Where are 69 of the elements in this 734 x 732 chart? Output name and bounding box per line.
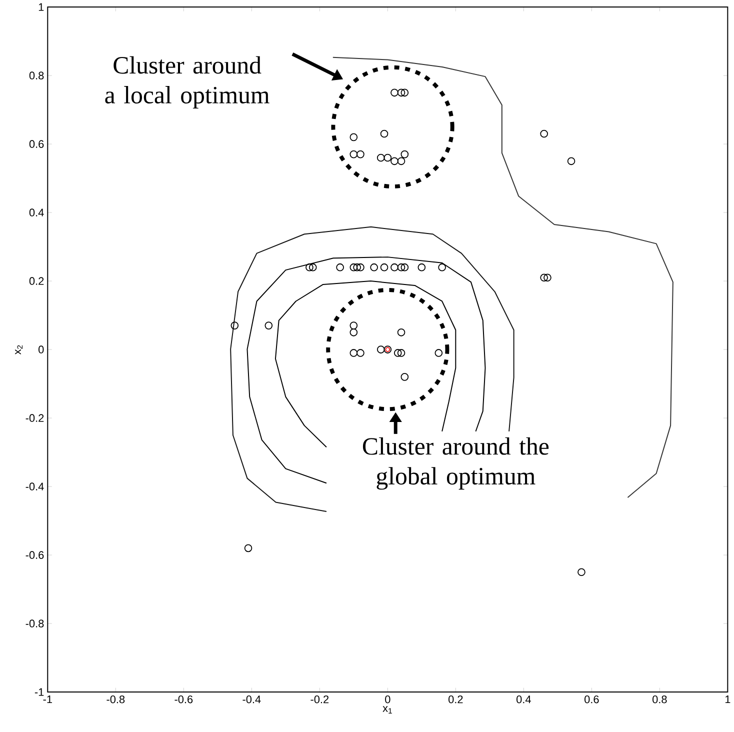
point [264, 322, 273, 330]
point [370, 264, 378, 272]
point [397, 349, 406, 357]
point [400, 264, 409, 272]
annotation: Cluster around a local optimum [105, 56, 270, 109]
line-series [332, 57, 674, 498]
point [540, 130, 548, 138]
y-tick-label: 0 [38, 346, 44, 354]
point [397, 88, 406, 97]
point [418, 264, 426, 272]
point [397, 264, 406, 272]
x-axis-title: x$_{1}$ [382, 706, 392, 714]
point [380, 264, 388, 272]
x-tick-label: 0.2 [448, 696, 463, 704]
point [400, 373, 409, 381]
y-tick-label: 0.6 [29, 140, 44, 148]
y-tick-label: 0.2 [29, 277, 44, 286]
point [400, 150, 409, 158]
y-axis-title: x$_{2}$ [15, 345, 23, 355]
point [308, 264, 317, 272]
y-tick-label: 0.8 [29, 72, 44, 80]
x-tick-label: -0.8 [106, 696, 125, 704]
y-tick-label: -0.4 [26, 482, 44, 491]
point [397, 157, 406, 166]
point [244, 544, 252, 552]
point [567, 157, 576, 166]
point [356, 150, 364, 158]
point [390, 157, 398, 166]
point [380, 130, 388, 138]
point [376, 154, 385, 162]
point [384, 154, 392, 162]
point [390, 264, 398, 272]
y-tick-label: -1 [34, 688, 44, 696]
y-tick-label: -0.8 [26, 620, 44, 628]
y-tick-label: -0.6 [26, 551, 44, 560]
y-tick-label: 0.4 [29, 208, 44, 217]
point [397, 328, 406, 336]
y-tick-label: -0.2 [26, 414, 44, 422]
point [230, 322, 239, 330]
annotation: Cluster around the global optimum [362, 437, 549, 490]
point [336, 264, 344, 272]
point [350, 349, 358, 357]
point [390, 88, 398, 97]
point [578, 568, 586, 576]
point [350, 150, 358, 158]
point [350, 328, 358, 336]
x-tick-label: 0.4 [516, 696, 531, 704]
point [306, 264, 314, 272]
y-tick-label: 1 [38, 3, 44, 11]
point [376, 346, 385, 354]
point [438, 264, 446, 272]
point [350, 264, 358, 272]
x-tick-label: -0.6 [174, 696, 193, 704]
point [544, 274, 552, 282]
point [353, 264, 361, 272]
point [356, 349, 364, 357]
x-tick-label: 1 [725, 696, 730, 704]
point [540, 274, 548, 282]
point [400, 88, 409, 97]
x-tick-label: -0.4 [242, 696, 261, 704]
point [350, 133, 358, 142]
x-tick-label: 0 [385, 696, 390, 704]
x-tick-label: -0.2 [310, 696, 329, 704]
point [434, 349, 443, 357]
x-tick-label: 0.6 [584, 696, 599, 704]
x-tick-label: 0.8 [652, 696, 667, 704]
point [394, 349, 402, 357]
point [350, 322, 358, 330]
point [356, 264, 364, 272]
